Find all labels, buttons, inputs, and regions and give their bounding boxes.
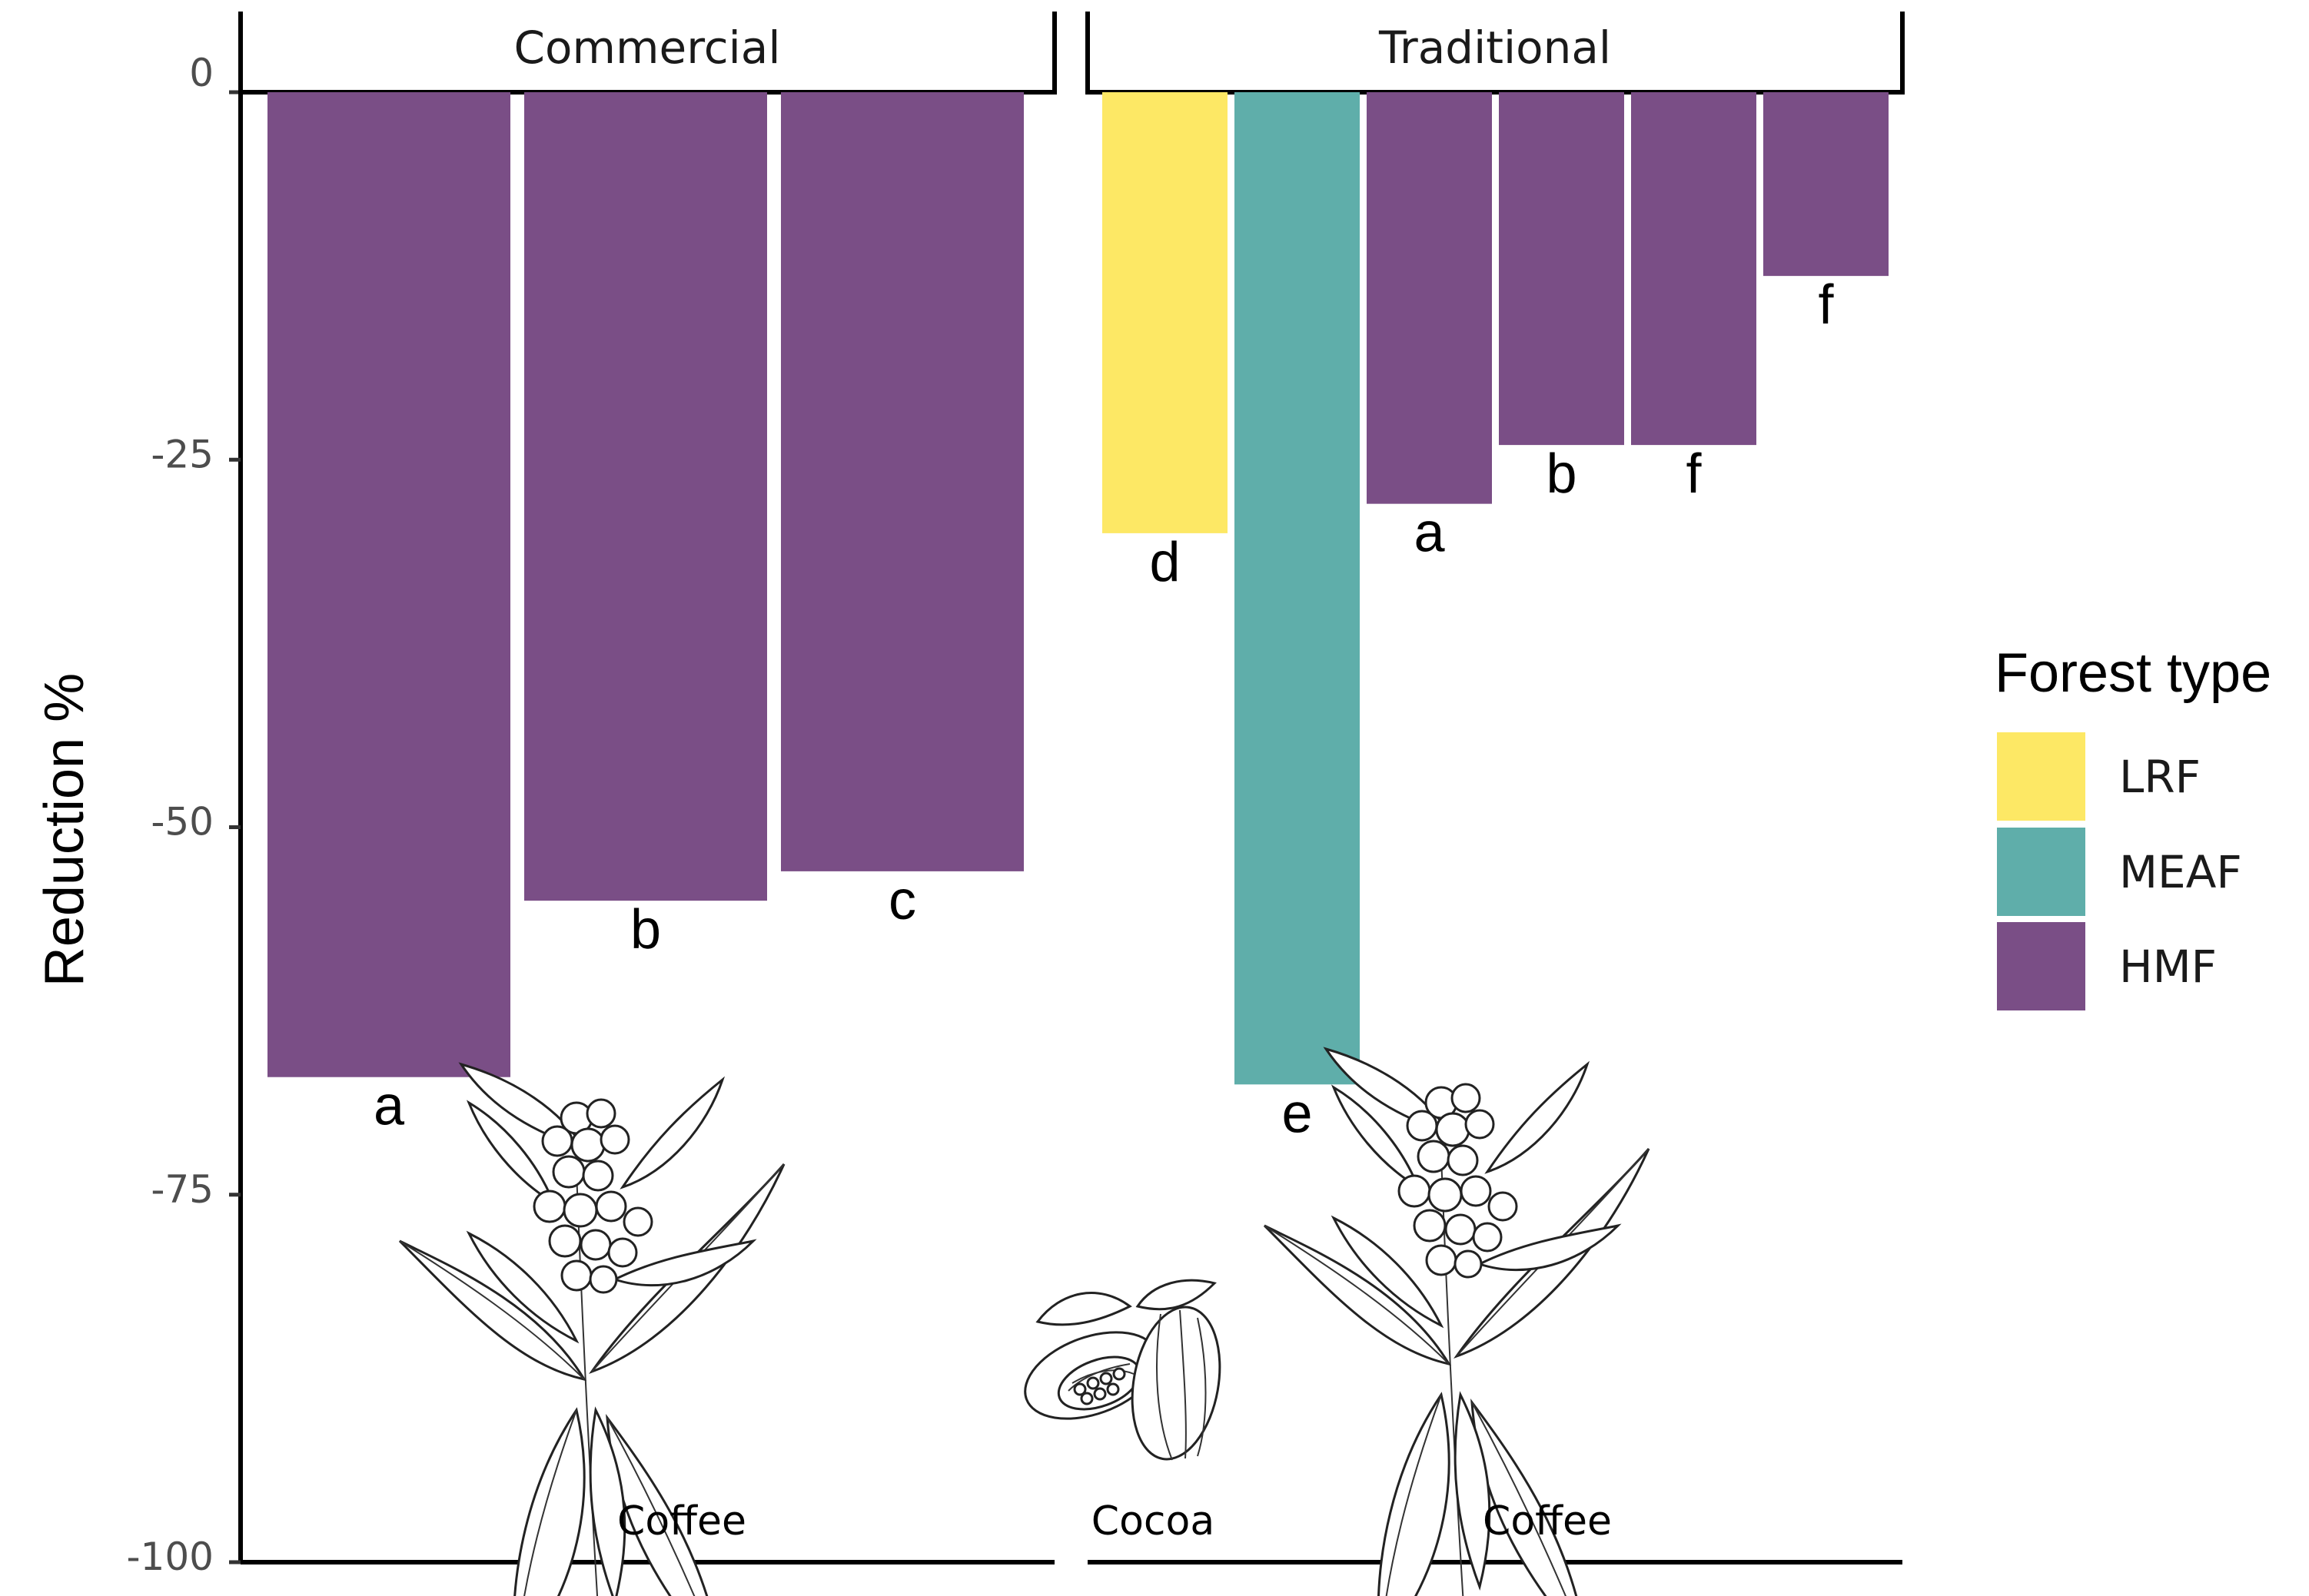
panel-commercial: Commercial a b c [238,12,1057,1564]
y-tick-label: -50 [151,800,214,844]
bar-label: c [889,870,916,931]
legend-title: Forest type [1995,642,2271,704]
strip-label-commercial: Commercial [514,22,781,74]
legend-swatch-hmf [1997,922,2085,1010]
crop-label-commercial-coffee: Coffee [617,1498,746,1545]
bar-label: b [630,899,661,961]
bar-labels-traditional: d e a b f f [1149,274,1834,1144]
bar-label: a [374,1076,405,1137]
legend-label-meaf: MEAF [2119,846,2242,898]
bar-label: e [1281,1083,1312,1144]
bar-label: f [1818,274,1834,336]
strip-label-traditional: Traditional [1378,22,1611,74]
bar [781,92,1024,871]
bars-traditional [1102,92,1889,1085]
panel-traditional: Traditional d e a b f f [1085,12,1905,1564]
y-tick-label: -75 [151,1167,214,1212]
legend-label-lrf: LRF [2119,751,2201,803]
bar [267,92,510,1077]
cocoa-illustration [1024,1279,1221,1461]
bar [1234,92,1360,1085]
strip-box-traditional [1085,12,1905,95]
y-axis: 0 -25 -50 -75 -100 [127,51,243,1579]
legend-label-hmf: HMF [2119,941,2217,993]
bar [1367,92,1492,504]
crop-label-traditional-cocoa: Cocoa [1091,1498,1214,1545]
bar [524,92,767,901]
legend: Forest type LRF MEAF HMF [1995,642,2271,1010]
crop-label-traditional-coffee: Coffee [1483,1498,1612,1545]
bar [1499,92,1624,446]
bars-commercial [267,92,1024,1077]
bar [1763,92,1889,277]
y-tick-label: 0 [189,51,214,95]
y-tick-label: -100 [127,1535,214,1579]
bar-label: b [1546,443,1576,505]
bar-label: f [1686,443,1702,505]
bar [1102,92,1228,533]
legend-swatch-meaf [1997,828,2085,916]
bar [1631,92,1756,446]
bar-label: d [1149,532,1180,593]
bar-labels-commercial: a b c [374,870,916,1137]
legend-swatch-lrf [1997,732,2085,821]
y-tick-label: -25 [151,432,214,476]
y-axis-title: Reduction % [34,673,95,987]
bar-label: a [1414,503,1445,564]
